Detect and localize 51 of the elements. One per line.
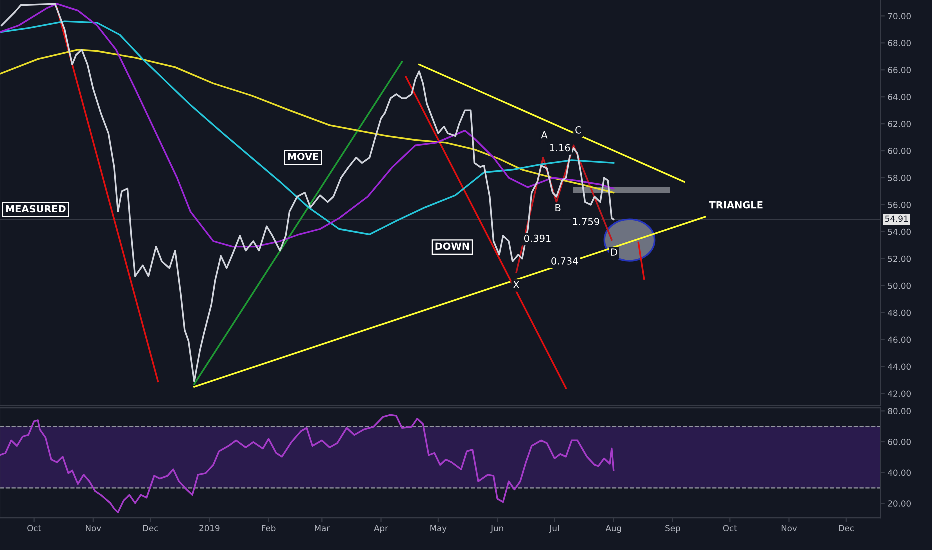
annotation: A <box>541 132 548 139</box>
annotation: B <box>556 204 561 212</box>
x-tick-label: Dec <box>839 525 854 532</box>
y-tick-label: 42.00 <box>888 390 911 398</box>
annotation: C <box>576 126 582 134</box>
y-tick-label: 70.00 <box>888 13 911 20</box>
annotation: DOWN <box>436 242 470 250</box>
line-series <box>516 144 613 274</box>
y-tick-label: 58.00 <box>888 174 911 182</box>
y-tick-label: 66.00 <box>888 67 911 74</box>
x-tick-label: Apr <box>374 525 388 534</box>
y-tick-label: 52.00 <box>888 256 911 262</box>
y-tick-label: 44.00 <box>888 364 911 370</box>
annotation: MEASURED <box>6 205 66 213</box>
y-tick-label: 62.00 <box>888 121 911 128</box>
x-tick-label: 2019 <box>200 525 220 532</box>
annotation: 1.16 <box>550 144 570 152</box>
x-tick-label: Jun <box>490 525 504 534</box>
y-tick-label: 40.00 <box>888 470 911 476</box>
y-tick-label: 60.00 <box>888 438 911 446</box>
y-tick-label: 54.00 <box>888 228 911 236</box>
x-tick-label: Mar <box>315 525 330 532</box>
y-tick-label: 46.00 <box>888 336 911 344</box>
y-tick-label: 64.00 <box>888 94 911 100</box>
y-tick-label: 20.00 <box>888 500 911 507</box>
annotation: 0.391 <box>524 234 551 242</box>
x-tick-label: Oct <box>28 525 42 532</box>
x-tick-label: Oct <box>723 525 738 532</box>
x-tick-label: Dec <box>143 525 158 532</box>
y-tick-label: 56.00 <box>888 202 911 208</box>
y-tick-label: 68.00 <box>888 40 911 46</box>
annotation: 1.759 <box>573 218 600 226</box>
y-tick-label: 50.00 <box>888 282 911 290</box>
x-tick-label: Feb <box>262 525 276 532</box>
annotation: D <box>612 248 618 256</box>
x-tick-label: Jul <box>549 525 559 534</box>
annotation: TRIANGLE <box>709 201 763 209</box>
ref-line-label: 54.91 <box>886 216 908 222</box>
x-tick-label: Aug <box>606 525 622 534</box>
line-series <box>0 414 615 514</box>
y-tick-label: 60.00 <box>888 148 911 154</box>
x-tick-label: Sep <box>666 525 680 534</box>
line-series <box>0 49 615 194</box>
annotation: MOVE <box>288 153 318 160</box>
y-tick-label: 48.00 <box>888 310 911 316</box>
y-tick-label: 80.00 <box>888 408 911 414</box>
x-tick-label: Nov <box>782 525 798 532</box>
annotation: 0.734 <box>552 258 578 265</box>
annotation: X <box>513 281 520 288</box>
x-tick-label: Nov <box>86 525 102 532</box>
x-tick-label: May <box>430 525 447 534</box>
